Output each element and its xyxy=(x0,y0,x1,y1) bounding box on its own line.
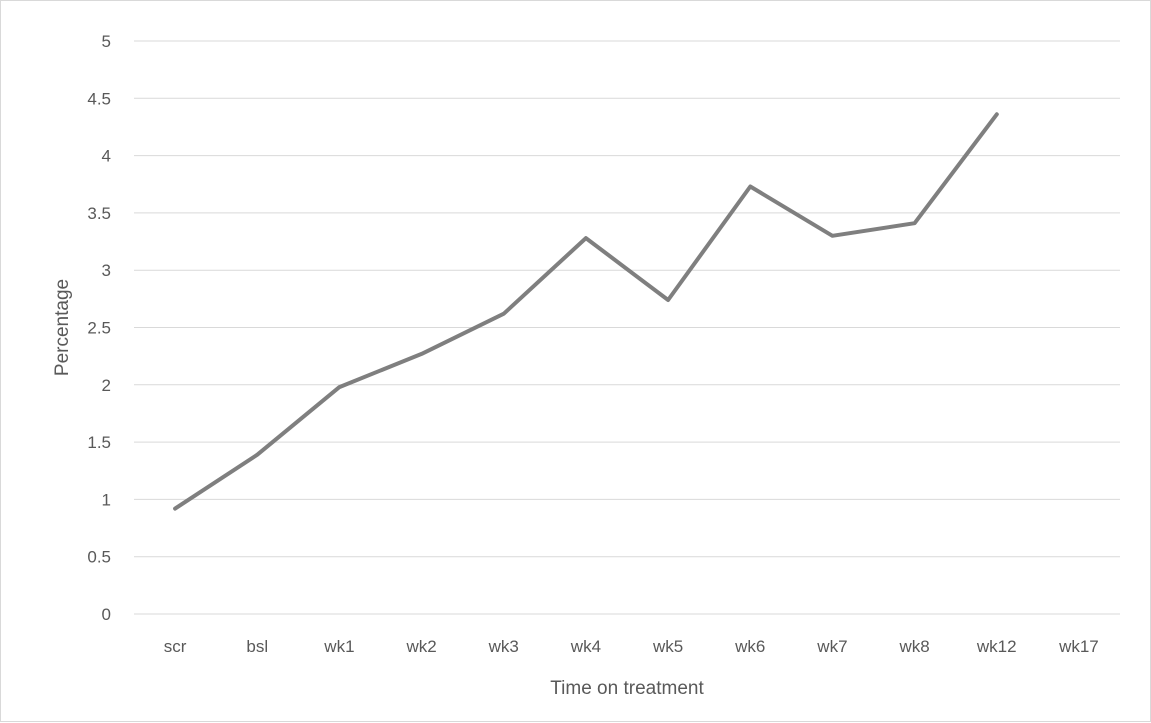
gridlines xyxy=(134,40,1120,615)
x-tick-label: wk12 xyxy=(976,637,1017,656)
y-tick-label: 3 xyxy=(102,261,111,280)
x-tick-label: wk17 xyxy=(1058,637,1099,656)
y-tick-label: 0.5 xyxy=(87,548,111,567)
y-tick-label: 3.5 xyxy=(87,204,111,223)
y-tick-label: 2.5 xyxy=(87,319,111,338)
series-line xyxy=(173,112,999,511)
y-tick-label: 0 xyxy=(102,605,111,624)
y-tick-label: 2 xyxy=(102,376,111,395)
x-tick-label: wk1 xyxy=(323,637,354,656)
y-tick-label: 5 xyxy=(102,32,111,51)
x-axis-tick-labels: scr bsl wk1 wk2 wk3 wk4 wk5 wk6 wk7 wk8 wk12 wk17 xyxy=(164,637,1099,656)
x-tick-label: scr xyxy=(164,637,187,656)
x-tick-label: wk7 xyxy=(816,637,847,656)
x-tick-label: wk2 xyxy=(405,637,436,656)
x-axis-title: Time on treatment xyxy=(550,678,704,699)
y-axis-title: Percentage xyxy=(52,279,73,376)
y-axis-tick-labels: 0 0.5 1 1.5 2 2.5 3 3.5 4 4.5 5 xyxy=(87,32,111,624)
x-tick-label: wk6 xyxy=(734,637,765,656)
x-tick-label: wk5 xyxy=(652,637,683,656)
y-tick-label: 1 xyxy=(102,490,111,509)
x-tick-label: bsl xyxy=(246,637,268,656)
y-tick-label: 1.5 xyxy=(87,433,111,452)
x-tick-label: wk3 xyxy=(488,637,519,656)
x-tick-label: wk8 xyxy=(898,637,929,656)
series-lines xyxy=(173,112,999,511)
y-tick-label: 4 xyxy=(102,147,111,166)
x-tick-label: wk4 xyxy=(570,637,601,656)
y-tick-label: 4.5 xyxy=(87,89,111,108)
